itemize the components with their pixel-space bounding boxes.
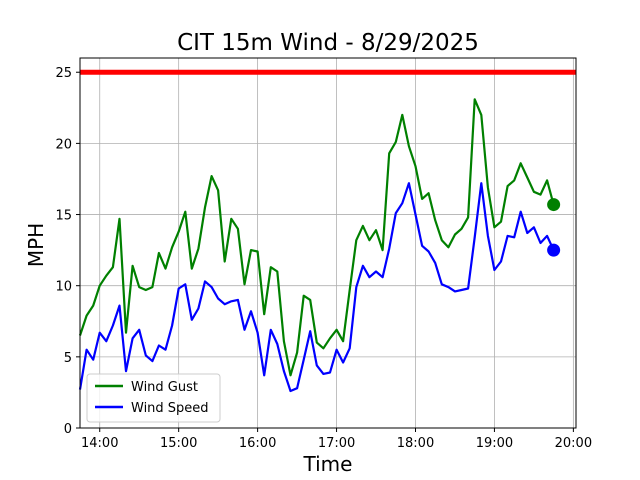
latest-point-wind-gust	[547, 198, 561, 212]
y-tick-label: 15	[55, 209, 72, 224]
y-tick-label: 10	[55, 280, 72, 295]
y-tick-label: 25	[55, 66, 72, 81]
y-tick-label: 20	[55, 137, 72, 152]
latest-point-wind-speed	[547, 243, 561, 257]
x-tick-label: 20:00	[555, 436, 592, 451]
series-line-wind-speed	[78, 182, 555, 393]
y-tick-label: 0	[64, 422, 72, 437]
plot-frame	[79, 57, 577, 429]
x-tick-label: 15:00	[160, 436, 197, 451]
y-tick-label: 5	[64, 351, 72, 366]
x-tick-label: 14:00	[81, 436, 118, 451]
tick-layer: 14:00 15:00 16:00 17:00 18:00 19:00 20:00 0 5 10 1…	[55, 66, 592, 451]
series-line-wind-gust	[78, 98, 555, 377]
x-tick-label: 18:00	[397, 436, 434, 451]
series-layer	[78, 98, 561, 393]
chart-title: CIT 15m Wind - 8/29/2025	[177, 30, 479, 56]
legend-label-wind-gust: Wind Gust	[131, 380, 198, 395]
x-tick-label: 19:00	[476, 436, 513, 451]
y-axis-title: MPH	[24, 223, 48, 267]
x-axis-title: Time	[303, 452, 353, 476]
legend-label-wind-speed: Wind Speed	[131, 401, 209, 416]
legend: Wind Gust Wind Speed	[86, 373, 221, 423]
x-tick-label: 17:00	[318, 436, 355, 451]
x-tick-label: 16:00	[239, 436, 276, 451]
